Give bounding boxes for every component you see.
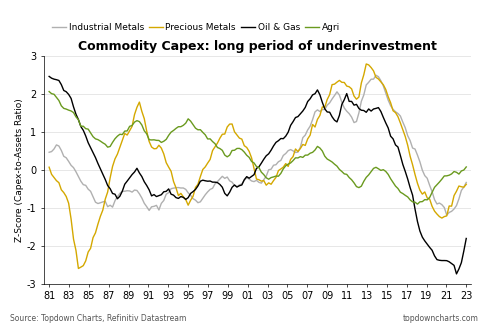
Line: Agri: Agri (49, 92, 466, 204)
Precious Metals (237, 136, 243, 140)
Agri (293, 156, 299, 160)
Agri (181, 123, 186, 127)
Precious Metals (46, 165, 52, 169)
Precious Metals (271, 179, 277, 183)
Oil & Gas (268, 148, 274, 152)
Precious Metals (463, 182, 469, 186)
Industrial Metals (168, 187, 174, 191)
Line: Oil & Gas: Oil & Gas (49, 76, 466, 274)
Agri (78, 124, 84, 128)
Text: Source: Topdown Charts, Refinitiv Datastream: Source: Topdown Charts, Refinitiv Datast… (10, 314, 186, 323)
Oil & Gas (168, 192, 174, 196)
Industrial Metals (373, 73, 379, 77)
Line: Precious Metals: Precious Metals (49, 64, 466, 269)
Industrial Metals (181, 186, 186, 190)
Precious Metals (171, 180, 177, 184)
Agri (46, 90, 52, 94)
Legend: Industrial Metals, Precious Metals, Oil & Gas, Agri: Industrial Metals, Precious Metals, Oil … (49, 19, 344, 36)
Industrial Metals (78, 179, 84, 183)
Y-axis label: Z-Score (Capex-to-Assets Ratio): Z-Score (Capex-to-Assets Ratio) (15, 98, 24, 242)
Industrial Metals (444, 213, 449, 217)
Agri (414, 202, 420, 206)
Oil & Gas (293, 116, 299, 120)
Oil & Gas (46, 74, 52, 78)
Industrial Metals (268, 167, 274, 171)
Line: Industrial Metals: Industrial Metals (49, 75, 466, 215)
Oil & Gas (234, 185, 240, 189)
Agri (234, 146, 240, 150)
Agri (463, 165, 469, 169)
Title: Commodity Capex: long period of underinvestment: Commodity Capex: long period of underinv… (78, 40, 437, 53)
Text: topdowncharts.com: topdowncharts.com (403, 314, 478, 323)
Precious Metals (183, 198, 189, 201)
Oil & Gas (453, 272, 459, 276)
Agri (168, 130, 174, 134)
Industrial Metals (46, 150, 52, 154)
Industrial Metals (234, 185, 240, 189)
Oil & Gas (463, 236, 469, 240)
Industrial Metals (463, 181, 469, 185)
Agri (268, 176, 274, 180)
Precious Metals (76, 267, 81, 271)
Industrial Metals (293, 151, 299, 155)
Oil & Gas (181, 195, 186, 199)
Precious Metals (363, 62, 369, 66)
Oil & Gas (78, 125, 84, 128)
Precious Metals (81, 264, 86, 268)
Precious Metals (295, 150, 301, 154)
